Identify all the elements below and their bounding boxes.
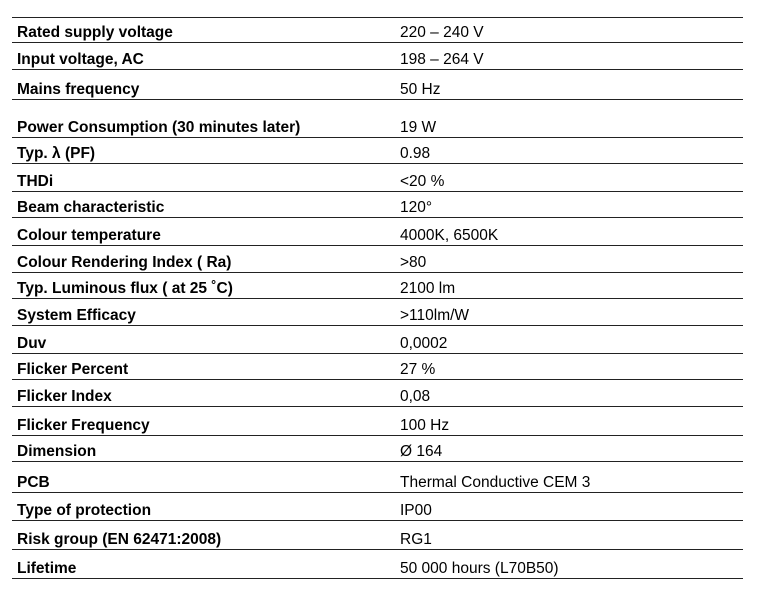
spec-label: System Efficacy xyxy=(12,298,390,326)
spec-label: Power Consumption (30 minutes later) xyxy=(12,99,390,138)
spec-label: Beam characteristic xyxy=(12,191,390,218)
table-row: PCB Thermal Conductive CEM 3 xyxy=(12,461,743,493)
spec-value: >110lm/W xyxy=(390,298,743,326)
spec-label: Mains frequency xyxy=(12,69,390,100)
spec-value: RG1 xyxy=(390,520,743,550)
table-row: Power Consumption (30 minutes later) 19 W xyxy=(12,99,743,138)
spec-value: <20 % xyxy=(390,163,743,192)
spec-value: 19 W xyxy=(390,99,743,138)
spec-label: Colour Rendering Index ( Ra) xyxy=(12,245,390,273)
spec-value: 50 000 hours (L70B50) xyxy=(390,549,743,579)
spec-label: Typ. λ (PF) xyxy=(12,137,390,164)
spec-label: PCB xyxy=(12,461,390,493)
spec-value: 100 Hz xyxy=(390,406,743,436)
spec-label: Colour temperature xyxy=(12,217,390,246)
spec-value: IP00 xyxy=(390,492,743,521)
table-row: Duv 0,0002 xyxy=(12,325,743,354)
spec-value: 120° xyxy=(390,191,743,218)
spec-label: THDi xyxy=(12,163,390,192)
table-row: Flicker Frequency 100 Hz xyxy=(12,406,743,436)
table-row: Beam characteristic 120° xyxy=(12,191,743,218)
spec-label: Risk group (EN 62471:2008) xyxy=(12,520,390,550)
spec-label: Duv xyxy=(12,325,390,354)
table-row: Typ. λ (PF) 0.98 xyxy=(12,137,743,164)
table-row: Dimension Ø 164 xyxy=(12,435,743,462)
spec-value: 0,08 xyxy=(390,379,743,407)
spec-label: Flicker Frequency xyxy=(12,406,390,436)
spec-value: 50 Hz xyxy=(390,69,743,100)
table-row: Lifetime 50 000 hours (L70B50) xyxy=(12,549,743,579)
spec-value: 2100 lm xyxy=(390,272,743,299)
table-row: Flicker Percent 27 % xyxy=(12,353,743,380)
spec-label: Type of protection xyxy=(12,492,390,521)
spec-value: 198 – 264 V xyxy=(390,42,743,70)
spec-label: Typ. Luminous flux ( at 25 ˚C) xyxy=(12,272,390,299)
spec-value: 27 % xyxy=(390,353,743,380)
spec-value: 0.98 xyxy=(390,137,743,164)
table-row: Type of protection IP00 xyxy=(12,492,743,521)
table-row: Flicker Index 0,08 xyxy=(12,379,743,407)
table-row: Risk group (EN 62471:2008) RG1 xyxy=(12,520,743,550)
table-row: Colour Rendering Index ( Ra) >80 xyxy=(12,245,743,273)
spec-value: 4000K, 6500K xyxy=(390,217,743,246)
spec-value: Thermal Conductive CEM 3 xyxy=(390,461,743,493)
table-row: THDi <20 % xyxy=(12,163,743,192)
spec-value: 0,0002 xyxy=(390,325,743,354)
table-row: Typ. Luminous flux ( at 25 ˚C) 2100 lm xyxy=(12,272,743,299)
spec-value: >80 xyxy=(390,245,743,273)
spec-value: Ø 164 xyxy=(390,435,743,462)
spec-label: Lifetime xyxy=(12,549,390,579)
spec-label: Input voltage, AC xyxy=(12,42,390,70)
table-row: Colour temperature 4000K, 6500K xyxy=(12,217,743,246)
table-row: Input voltage, AC 198 – 264 V xyxy=(12,42,743,70)
spec-label: Flicker Index xyxy=(12,379,390,407)
spec-value: 220 – 240 V xyxy=(390,17,743,43)
table-row: Mains frequency 50 Hz xyxy=(12,69,743,100)
spec-table: Rated supply voltage 220 – 240 V Input vol… xyxy=(12,17,743,579)
table-row: Rated supply voltage 220 – 240 V xyxy=(12,17,743,43)
spec-label: Rated supply voltage xyxy=(12,17,390,43)
table-row: System Efficacy >110lm/W xyxy=(12,298,743,326)
spec-label: Dimension xyxy=(12,435,390,462)
spec-label: Flicker Percent xyxy=(12,353,390,380)
